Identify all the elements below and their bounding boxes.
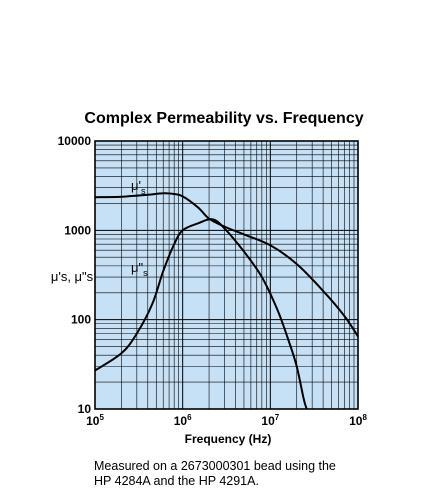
x-axis-label: Frequency (Hz) xyxy=(185,432,272,446)
x-tick-label: 108 xyxy=(349,413,367,428)
y-tick-labels: 10 100 1000 10000 xyxy=(58,134,92,416)
plot-area xyxy=(95,141,358,409)
plot-frame xyxy=(94,140,359,410)
y-tick-label: 10000 xyxy=(58,134,92,148)
y-tick-label: 100 xyxy=(71,313,91,327)
series-label-mu-double-prime: μ"s xyxy=(131,260,148,278)
x-tick-label: 106 xyxy=(174,413,192,428)
plot-background xyxy=(95,141,358,409)
y-tick-label: 1000 xyxy=(64,223,91,237)
x-tick-label: 107 xyxy=(261,413,279,428)
y-axis-label: μ's, μ"s xyxy=(51,269,94,284)
x-tick-labels: 105 106 107 108 xyxy=(86,413,367,428)
y-tick-label: 10 xyxy=(78,402,92,416)
chart-title: Complex Permeability vs. Frequency xyxy=(84,110,363,127)
series-labels: μ's μ"s xyxy=(131,178,148,278)
series-lines xyxy=(94,192,359,410)
series-line-mu-double-prime xyxy=(94,218,308,410)
series-label-mu-prime: μ's xyxy=(131,178,146,196)
caption-line-2: HP 4284A and the HP 4291A. xyxy=(94,474,259,488)
x-tick-label: 105 xyxy=(86,413,104,428)
caption: Measured on a 2673000301 bead using the … xyxy=(94,459,414,489)
caption-line-1: Measured on a 2673000301 bead using the xyxy=(94,459,336,473)
